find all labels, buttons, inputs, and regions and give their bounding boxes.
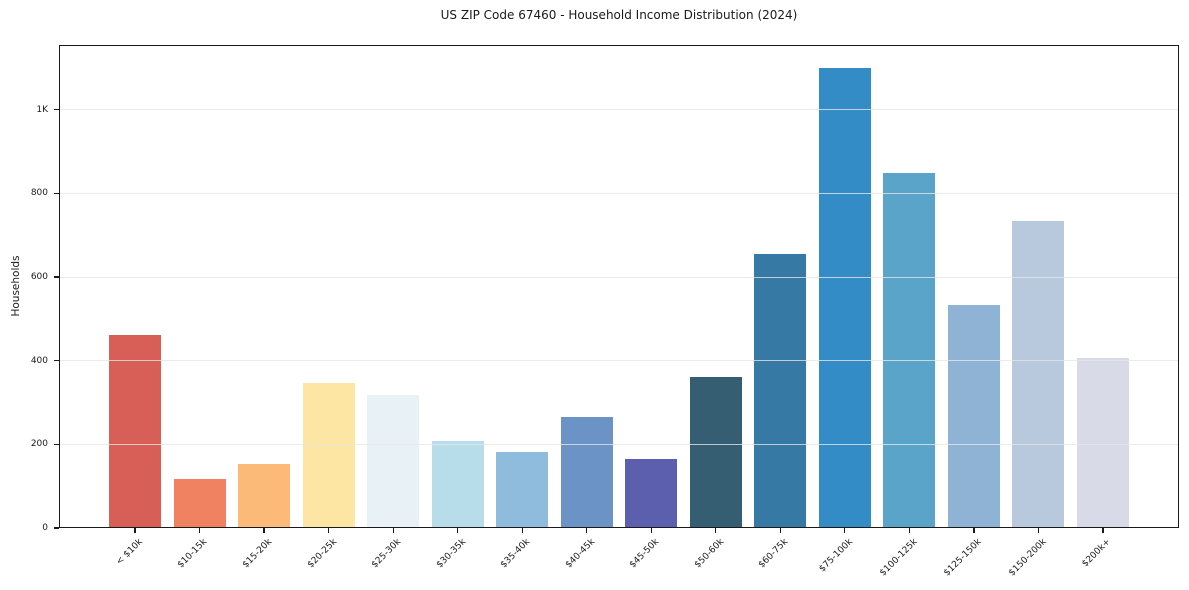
x-tick-mark bbox=[1102, 528, 1104, 533]
y-tick-mark bbox=[54, 360, 59, 362]
bar-$25-30k bbox=[367, 395, 420, 528]
x-tick-mark bbox=[715, 528, 717, 533]
bar-$150-200k bbox=[1012, 221, 1065, 528]
x-tick-mark bbox=[908, 528, 910, 533]
bar-$100-125k bbox=[883, 172, 936, 528]
bar-< $10k bbox=[109, 334, 161, 528]
y-tick-label: 600 bbox=[30, 272, 48, 283]
y-tick-mark bbox=[54, 109, 59, 111]
x-tick-label-text: < $10k bbox=[114, 537, 146, 568]
y-tick-label: 800 bbox=[30, 188, 48, 199]
x-tick-mark bbox=[328, 528, 330, 533]
gridline-600 bbox=[59, 276, 1179, 278]
x-tick-label-text: $60-75k bbox=[757, 537, 791, 571]
x-tick-mark bbox=[779, 528, 781, 533]
x-tick-label-text: $20-25k bbox=[305, 537, 339, 571]
x-tick-mark bbox=[134, 528, 136, 533]
bar-$200k+ bbox=[1077, 358, 1129, 528]
x-tick-mark bbox=[973, 528, 975, 533]
x-tick-label-text: $25-30k bbox=[369, 537, 404, 571]
x-tick-label-text: $75-100k bbox=[817, 537, 855, 575]
y-tick-label: 200 bbox=[30, 439, 48, 450]
bar-$125-150k bbox=[947, 305, 1000, 528]
y-axis-label: Households bbox=[10, 255, 22, 317]
bar-$60-75k bbox=[754, 254, 807, 528]
x-tick-mark bbox=[263, 528, 265, 533]
bar-$20-25k bbox=[302, 383, 355, 528]
chart-title: US ZIP Code 67460 - Household Income Dis… bbox=[440, 8, 798, 22]
y-tick-mark bbox=[54, 527, 59, 529]
x-tick-mark bbox=[650, 528, 652, 533]
x-tick-label-text: $150-200k bbox=[1007, 537, 1049, 579]
bar-$30-35k bbox=[431, 441, 484, 528]
axes-spines bbox=[59, 45, 1179, 528]
x-tick-label-text: $10-15k bbox=[176, 537, 210, 571]
gridline-1K bbox=[59, 109, 1179, 111]
x-tick-mark bbox=[392, 528, 394, 533]
y-tick-label: 0 bbox=[42, 523, 48, 533]
y-tick-mark bbox=[54, 443, 59, 445]
bar-$45-50k bbox=[625, 459, 678, 528]
x-tick-mark bbox=[457, 528, 459, 533]
x-tick-label-text: $100-125k bbox=[878, 537, 920, 579]
x-tick-label-text: $35-40k bbox=[498, 537, 533, 571]
x-tick-mark bbox=[521, 528, 523, 533]
x-tick-label-text: $125-150k bbox=[942, 537, 984, 579]
x-tick-mark bbox=[1037, 528, 1040, 533]
bar-$10-15k bbox=[173, 478, 226, 528]
gridline-800 bbox=[59, 192, 1179, 194]
gridline-400 bbox=[59, 360, 1179, 362]
x-tick-mark bbox=[586, 528, 588, 533]
bar-$50-60k bbox=[689, 377, 742, 528]
x-tick-label-text: $15-20k bbox=[240, 537, 275, 571]
y-tick-label: 1K bbox=[36, 104, 48, 115]
x-tick-label-text: $45-50k bbox=[628, 537, 662, 571]
x-tick-label-text: $200k+ bbox=[1080, 537, 1114, 570]
plot-area: 0 200 400 600 800 1K < $10k $10-15k $15-20k $20-2… bbox=[31, 45, 1179, 578]
bar-$40-45k bbox=[560, 417, 613, 528]
x-tick-label-text: $30-35k bbox=[434, 537, 468, 571]
bar-$35-40k bbox=[496, 452, 549, 528]
x-tick-label-text: $50-60k bbox=[692, 537, 726, 571]
y-tick-mark bbox=[54, 192, 59, 195]
gridline-200 bbox=[59, 443, 1179, 445]
x-tick-label-text: $40-45k bbox=[563, 537, 597, 571]
x-tick-mark bbox=[198, 528, 201, 533]
y-tick-mark bbox=[54, 276, 59, 278]
y-tick-label: 400 bbox=[30, 355, 48, 366]
bar-$15-20k bbox=[238, 463, 291, 528]
bar-$75-100k bbox=[818, 68, 871, 528]
x-tick-mark bbox=[844, 528, 846, 533]
